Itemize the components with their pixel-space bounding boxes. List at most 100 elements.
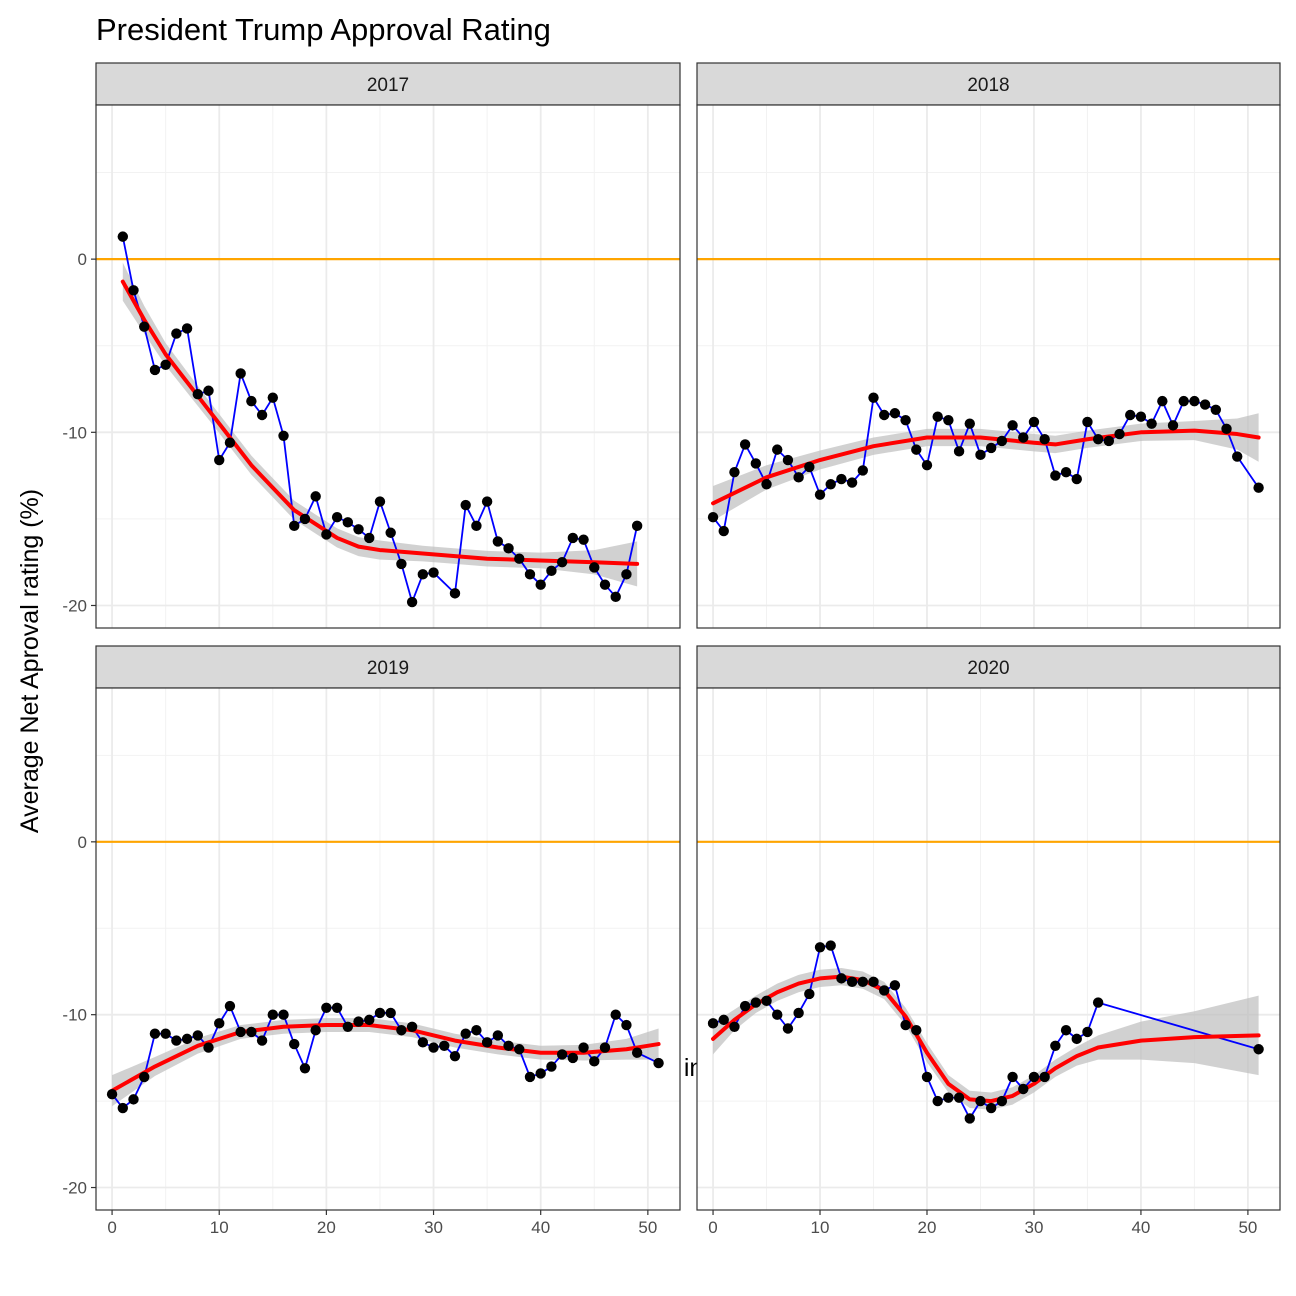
data-point [503, 543, 514, 554]
facet-strip [95, 645, 681, 689]
data-point [460, 499, 471, 511]
data-point [621, 569, 632, 580]
data-point [1092, 434, 1104, 445]
data-point [171, 328, 182, 339]
facet-strip-label: 2020 [967, 658, 1009, 679]
data-point [1232, 451, 1243, 462]
data-point [857, 465, 869, 476]
chart-title: President Trump Approval Rating [96, 12, 551, 47]
data-point [1178, 395, 1189, 407]
data-point [879, 409, 890, 421]
data-point [857, 976, 869, 988]
smooth-trend-line [711, 974, 1261, 1104]
data-point [342, 1021, 354, 1032]
data-point [1028, 416, 1040, 428]
data-point [1092, 997, 1104, 1008]
data-point [385, 1007, 396, 1019]
data-point [417, 1037, 429, 1048]
data-point [1028, 1071, 1040, 1083]
data-point [750, 997, 762, 1008]
data-point [782, 454, 794, 466]
data-point [1007, 420, 1018, 431]
data-point [739, 1000, 751, 1012]
data-point [1071, 473, 1082, 485]
facet-strip-label: 2017 [367, 75, 409, 96]
x-tick-label: 50 [1238, 1218, 1257, 1237]
data-point [964, 1113, 975, 1124]
data-point [932, 411, 943, 422]
data-point [192, 1030, 203, 1041]
data-point [428, 1042, 439, 1053]
data-point [772, 1009, 783, 1020]
data-point [836, 473, 847, 485]
data-point [353, 1016, 364, 1027]
data-point [610, 591, 621, 603]
data-point [299, 1063, 311, 1074]
plot-background [697, 105, 1280, 628]
data-point [181, 1033, 193, 1045]
data-point [331, 511, 343, 523]
facet-panel-2019: 2019 0 -10 -20 0 10 20 30 40 50 [62, 645, 681, 1237]
panel-border [696, 104, 1281, 629]
data-point [267, 1009, 279, 1020]
data-point [943, 1092, 954, 1103]
data-point [911, 1025, 922, 1036]
data-point [492, 536, 504, 547]
data-point [599, 579, 611, 590]
data-point [224, 437, 236, 448]
data-point [278, 430, 289, 441]
data-point [707, 511, 719, 523]
data-point [289, 1038, 300, 1050]
x-tick-label: 30 [424, 1218, 443, 1237]
smooth-trend-line [711, 428, 1261, 506]
data-point [1050, 1040, 1061, 1051]
panel-border [95, 104, 681, 629]
smooth-confidence-band [122, 262, 638, 587]
x-tick-label: 0 [708, 1218, 717, 1237]
facet-panel-2017: 2017 0 -10 -20 [62, 62, 681, 629]
data-point [1082, 1026, 1093, 1038]
data-point [535, 579, 546, 590]
data-point [782, 1023, 794, 1034]
data-point [739, 439, 751, 450]
data-point [1018, 432, 1029, 443]
data-point [556, 556, 568, 568]
data-point [428, 567, 439, 578]
data-point [953, 1092, 965, 1103]
data-point [631, 1047, 643, 1058]
data-point [1050, 470, 1061, 481]
data-point [224, 1000, 236, 1012]
data-point [911, 444, 922, 455]
data-point [235, 368, 246, 379]
data-point [1210, 404, 1222, 415]
data-point [996, 1095, 1008, 1107]
x-tick-label: 10 [811, 1218, 830, 1237]
data-point [374, 1007, 386, 1019]
data-point [396, 1025, 407, 1036]
x-tick-label: 40 [531, 1218, 550, 1237]
data-point [192, 389, 203, 400]
data-point [514, 553, 525, 564]
data-point [793, 472, 804, 483]
data-point [481, 496, 493, 507]
data-point [149, 1028, 161, 1039]
x-tick-label: 10 [210, 1218, 229, 1237]
data-point [804, 988, 815, 1000]
data-point [203, 1042, 214, 1053]
data-point [964, 418, 975, 429]
data-point [535, 1068, 546, 1079]
data-point [589, 1056, 600, 1067]
data-point [1039, 1071, 1050, 1083]
data-point [321, 1002, 332, 1013]
data-point [653, 1057, 664, 1069]
data-point [524, 569, 536, 580]
data-point [1253, 1044, 1264, 1055]
data-point [718, 525, 729, 537]
data-point [460, 1028, 471, 1039]
data-point [814, 942, 826, 953]
data-point [729, 1021, 740, 1032]
y-tick-label: -10 [62, 423, 87, 442]
data-point [1125, 409, 1136, 421]
data-point [578, 1042, 589, 1053]
